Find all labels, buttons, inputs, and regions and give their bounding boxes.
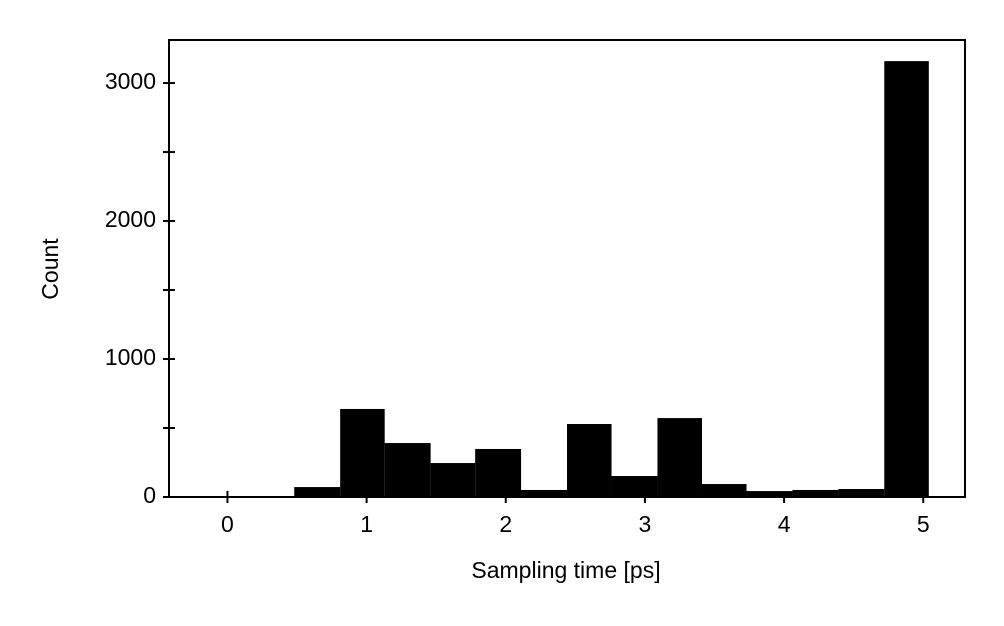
bar [611, 476, 658, 497]
y-axis-label: Count [37, 238, 63, 300]
bar [657, 418, 702, 497]
x-tick-label: 2 [499, 511, 512, 537]
bar [701, 484, 747, 497]
bar [838, 488, 885, 497]
x-axis-label: Sampling time [ps] [471, 557, 660, 583]
x-tick-label: 5 [917, 511, 930, 537]
bar [521, 489, 567, 497]
plot-frame [168, 39, 966, 498]
bar [475, 448, 522, 497]
x-tick-label: 4 [778, 511, 791, 537]
y-tick-label: 0 [143, 482, 156, 508]
bar [340, 408, 385, 497]
bar [430, 463, 476, 497]
x-tick-label: 0 [221, 511, 234, 537]
y-tick-label: 1000 [105, 344, 156, 370]
x-tick-label: 3 [639, 511, 652, 537]
bar [294, 487, 341, 497]
bar [884, 61, 929, 497]
bar [567, 424, 612, 497]
bar [746, 491, 793, 497]
y-tick-label: 2000 [105, 206, 156, 232]
bar [384, 443, 431, 497]
bar [792, 489, 839, 497]
y-tick-label: 3000 [105, 68, 156, 94]
x-tick-label: 1 [360, 511, 373, 537]
